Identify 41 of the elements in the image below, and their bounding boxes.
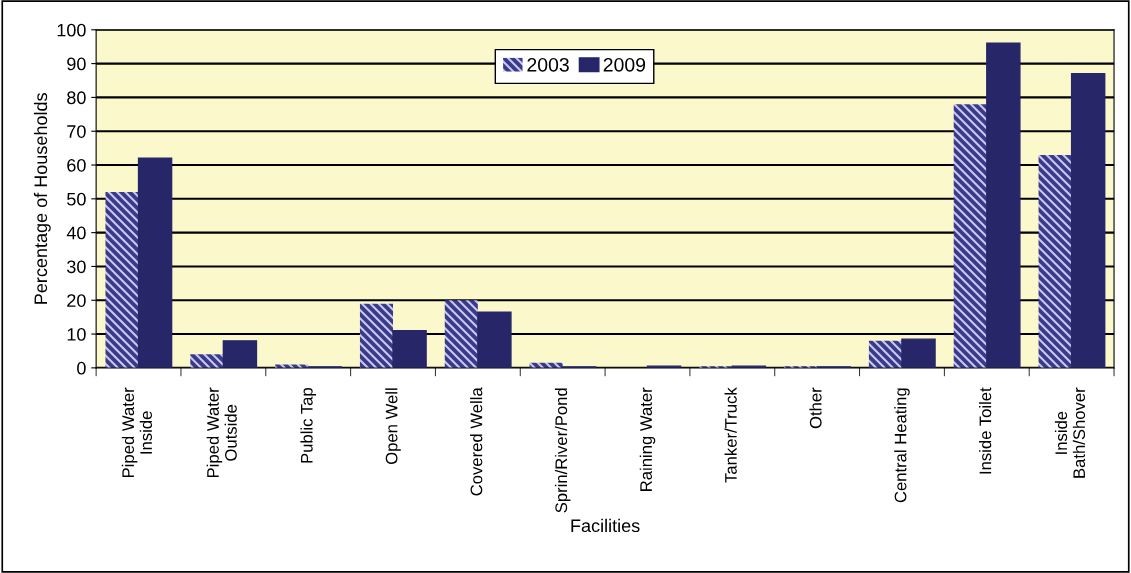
legend-label: 2009 (603, 57, 646, 72)
x-axis-title: Facilities (571, 518, 640, 533)
bar (1038, 154, 1072, 368)
bar (222, 340, 258, 368)
bar (359, 303, 394, 368)
y-tick-label: 20 (67, 294, 86, 307)
y-tick-label: 70 (67, 125, 86, 138)
bar (901, 338, 936, 368)
y-tick-label: 10 (67, 327, 86, 341)
bar (1070, 73, 1106, 368)
bar (105, 192, 139, 368)
legend-label: 2003 (527, 57, 569, 72)
x-tick-label: Inside Bath/Shover (1054, 387, 1086, 478)
x-tick-label: Piped Water Outside (206, 387, 237, 478)
y-tick-label: 30 (67, 260, 86, 274)
x-tick-label: Central Heating (894, 388, 910, 503)
x-tick-label: Tanker/Truck (724, 387, 737, 483)
x-tick-label: Raining Water (639, 387, 656, 491)
x-tick-label: Public Tap (300, 388, 316, 463)
y-tick-label: 40 (66, 226, 86, 240)
x-tick-label: Sprin/River/Pond (554, 388, 571, 513)
x-tick-label: Inside Toilet (979, 387, 992, 474)
y-tick-label: 90 (67, 57, 86, 71)
x-tick-label: Piped Water Inside (121, 387, 152, 478)
bar (953, 104, 987, 368)
x-tick-label: Open Well (385, 388, 401, 465)
bar (137, 157, 173, 368)
y-tick-label: 100 (57, 23, 86, 37)
bar (986, 42, 1021, 368)
y-tick-label: 60 (67, 158, 86, 172)
x-tick-label: Covered Wella (470, 387, 483, 496)
bar (477, 311, 512, 368)
x-tick-label: Other (809, 387, 822, 429)
bar (190, 354, 224, 368)
y-tick-label: 50 (67, 192, 86, 206)
y-axis-title: Percentage of Households (33, 93, 51, 304)
bar (392, 329, 427, 368)
y-tick-label: 80 (67, 91, 86, 105)
bar (444, 300, 478, 368)
bar (868, 340, 902, 368)
y-tick-label: 0 (77, 361, 86, 375)
